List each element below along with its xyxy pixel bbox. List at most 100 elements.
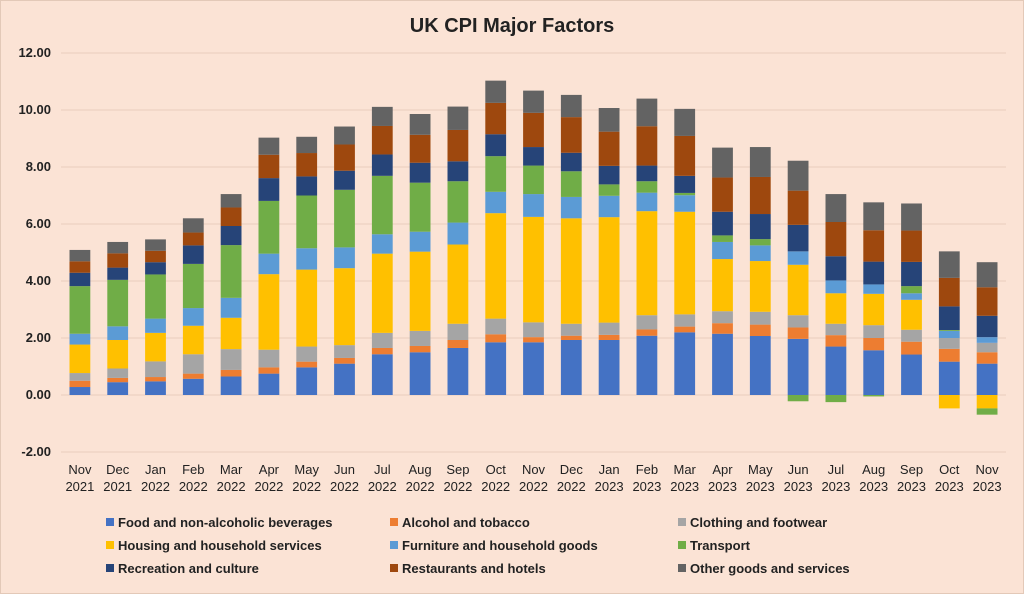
bar-segment — [485, 102, 507, 135]
bar-segment — [485, 156, 507, 192]
bar-segment — [485, 334, 507, 343]
bar-segment — [523, 112, 544, 148]
bar-segment — [69, 249, 91, 262]
bar-segment — [749, 176, 771, 215]
bar-segment — [712, 177, 733, 212]
bar-segment — [220, 376, 242, 395]
x-tick-month: May — [294, 462, 319, 477]
bar-segment — [749, 311, 771, 325]
y-tick-label: 0.00 — [26, 387, 51, 402]
x-tick-month: Jun — [334, 462, 355, 477]
bar-segment — [69, 380, 91, 388]
bar-segment — [976, 352, 998, 364]
bar-segment — [787, 338, 809, 395]
bar-segment — [901, 354, 922, 395]
bar-segment — [636, 98, 658, 127]
bar-segment — [220, 349, 242, 370]
bar-segment — [258, 253, 280, 275]
bar-segment — [560, 152, 582, 172]
bar-segment — [825, 280, 847, 294]
bar-segment — [371, 154, 393, 176]
stacked-bars — [69, 80, 998, 415]
bar-segment — [182, 325, 204, 355]
bar-segment — [712, 235, 733, 242]
bar-segment — [296, 176, 318, 196]
bar-segment — [69, 261, 91, 273]
x-tick-year: 2022 — [481, 479, 510, 494]
bar-segment — [523, 322, 544, 338]
bar-segment — [145, 262, 166, 275]
x-tick-year: 2023 — [859, 479, 888, 494]
chart-title: UK CPI Major Factors — [410, 15, 614, 37]
x-tick-month: Dec — [106, 462, 130, 477]
bar-segment — [825, 335, 847, 347]
bar-segment — [182, 378, 204, 395]
legend-label: Furniture and household goods — [402, 538, 598, 553]
bar-segment — [598, 165, 620, 185]
bar-segment — [976, 287, 998, 316]
bar-segment — [485, 80, 507, 103]
x-tick-year: 2023 — [935, 479, 964, 494]
bar-segment — [220, 207, 242, 226]
bar-segment — [598, 108, 620, 132]
legend-swatch — [678, 541, 686, 549]
bar-segment — [901, 261, 922, 287]
x-tick-month: Sep — [900, 462, 923, 477]
bar-segment — [182, 232, 204, 246]
bar-segment — [220, 225, 242, 246]
bar-segment — [409, 231, 431, 252]
bar-segment — [901, 341, 922, 355]
x-tick-month: Apr — [259, 462, 280, 477]
y-tick-label: 4.00 — [26, 273, 51, 288]
x-tick-month: Feb — [182, 462, 204, 477]
x-tick-year: 2022 — [519, 479, 548, 494]
bar-segment — [636, 126, 658, 166]
y-tick-label: 8.00 — [26, 159, 51, 174]
bar-segment — [485, 342, 507, 395]
bar-segment — [107, 339, 129, 369]
y-axis-ticks: -2.00 0.00 2.00 4.00 6.00 8.00 10.00 12.00 — [18, 45, 51, 459]
x-tick-month: Mar — [674, 462, 697, 477]
bar-segment — [825, 256, 847, 281]
bar-segment — [371, 253, 393, 333]
bar-segment — [787, 190, 809, 225]
bar-segment — [598, 334, 620, 340]
bar-segment — [145, 274, 166, 319]
bar-segment — [220, 369, 242, 377]
bar-segment — [901, 230, 922, 262]
bar-segment — [749, 261, 771, 312]
bar-segment — [258, 349, 280, 368]
bar-segment — [901, 203, 922, 231]
bar-segment — [825, 323, 847, 336]
bar-segment — [145, 381, 166, 395]
bar-segment — [145, 361, 166, 378]
bar-segment — [69, 387, 91, 395]
bar-segment — [560, 94, 582, 118]
bar-segment — [409, 134, 431, 163]
x-tick-year: 2022 — [557, 479, 586, 494]
x-tick-month: Jul — [828, 462, 845, 477]
bar-segment — [485, 318, 507, 335]
bar-segment — [258, 137, 280, 155]
bar-segment — [334, 363, 355, 395]
bar-segment — [145, 239, 166, 251]
x-tick-month: Dec — [560, 462, 584, 477]
legend-label: Food and non-alcoholic beverages — [118, 515, 333, 530]
bar-segment — [938, 348, 960, 362]
bar-segment — [182, 263, 204, 309]
bar-segment — [863, 338, 885, 351]
bar-segment — [863, 350, 885, 395]
bar-segment — [371, 332, 393, 348]
legend-swatch — [390, 518, 398, 526]
bar-segment — [220, 297, 242, 318]
bar-segment — [523, 194, 544, 217]
bar-segment — [69, 373, 91, 381]
bar-segment — [712, 259, 733, 312]
bar-segment — [485, 134, 507, 157]
x-tick-month: Oct — [939, 462, 960, 477]
bar-segment — [296, 367, 318, 395]
bar-segment — [485, 191, 507, 214]
x-tick-year: 2021 — [103, 479, 132, 494]
bar-segment — [636, 329, 658, 336]
x-tick-month: Jan — [599, 462, 620, 477]
